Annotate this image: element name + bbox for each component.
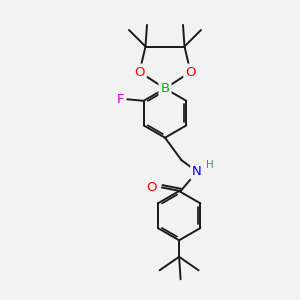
Text: O: O xyxy=(146,181,157,194)
Text: O: O xyxy=(134,65,145,79)
Text: F: F xyxy=(117,93,124,106)
Text: H: H xyxy=(206,160,213,170)
Text: N: N xyxy=(192,165,202,178)
Text: O: O xyxy=(185,65,196,79)
Text: B: B xyxy=(160,82,169,95)
